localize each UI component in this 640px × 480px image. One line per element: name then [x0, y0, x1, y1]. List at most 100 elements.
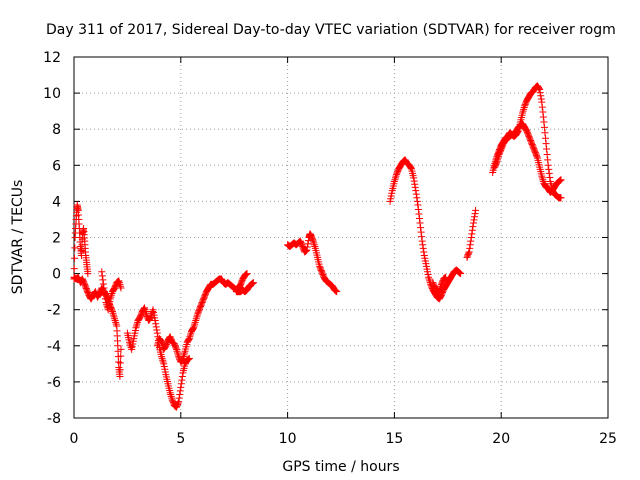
data-point — [468, 230, 476, 238]
data-point — [546, 173, 554, 181]
data-point — [436, 293, 444, 301]
data-point — [168, 394, 176, 402]
data-point — [539, 108, 547, 116]
tick-labels: 0 5 10 15 20 25 -8 -6 -4 -2 0 2 4 6 8 10 12 — [43, 50, 617, 447]
data-point — [468, 226, 476, 234]
data-point — [310, 239, 318, 247]
data-point — [557, 194, 565, 202]
data-point — [540, 118, 548, 126]
data-point — [557, 176, 565, 184]
data-point — [176, 387, 184, 395]
data-point — [493, 158, 501, 166]
data-point — [116, 372, 124, 380]
data-point — [413, 194, 421, 202]
data-point — [469, 219, 477, 227]
data-point — [437, 282, 445, 290]
y-tick-label: -6 — [47, 375, 61, 391]
data-point — [471, 213, 478, 221]
x-axis-label: GPS time / hours — [282, 459, 399, 475]
series-seg7 — [463, 206, 480, 261]
data-point — [191, 320, 199, 328]
data-point — [95, 291, 103, 299]
data-point — [84, 270, 92, 278]
data-point — [535, 85, 543, 93]
y-tick-label: 0 — [52, 267, 61, 283]
data-point — [410, 177, 418, 185]
data-point — [425, 273, 433, 281]
data-point — [111, 315, 119, 323]
data-point — [535, 84, 543, 92]
data-point — [117, 284, 125, 292]
data-point — [492, 159, 500, 167]
series-seg1a — [70, 201, 92, 283]
y-tick-label: -4 — [47, 339, 61, 355]
data-point — [180, 351, 188, 359]
y-tick-label: 4 — [52, 194, 61, 210]
data-point — [311, 243, 319, 251]
x-tick-label: 0 — [70, 431, 79, 447]
data-point — [414, 201, 422, 209]
data-point — [539, 113, 547, 121]
data-point — [412, 187, 420, 195]
y-tick-label: 6 — [52, 158, 61, 174]
data-point — [71, 244, 79, 252]
data-point — [536, 89, 544, 97]
data-point — [540, 123, 548, 131]
data-point — [190, 324, 198, 332]
data-point — [466, 244, 474, 252]
data-point — [465, 249, 473, 257]
data-point — [146, 315, 154, 323]
data-point — [392, 172, 400, 180]
data-point — [98, 272, 106, 280]
series-seg8b — [491, 120, 565, 196]
data-point — [185, 354, 193, 362]
data-point — [116, 282, 124, 290]
data-point — [467, 237, 475, 245]
data-point — [538, 174, 546, 182]
data-point — [418, 233, 426, 241]
data-point — [414, 206, 422, 214]
grid-lines — [74, 57, 608, 418]
data-point — [173, 345, 181, 353]
data-point — [543, 150, 551, 158]
data-point — [115, 277, 123, 285]
data-point — [467, 234, 475, 241]
data-point — [166, 389, 174, 397]
data-points — [70, 82, 565, 411]
data-point — [178, 356, 186, 364]
data-point — [406, 163, 414, 171]
data-point — [158, 354, 166, 362]
data-point — [333, 288, 341, 296]
data-point — [104, 304, 112, 312]
data-point — [542, 140, 550, 148]
data-point — [419, 244, 427, 252]
data-point — [537, 95, 545, 103]
data-point — [415, 210, 423, 218]
data-point — [71, 254, 79, 262]
data-point — [147, 313, 155, 321]
data-point — [541, 129, 549, 137]
data-point — [177, 380, 185, 388]
data-point — [126, 338, 134, 346]
data-point — [465, 248, 473, 256]
x-tick-label: 5 — [176, 431, 185, 447]
data-point — [158, 353, 166, 361]
data-point — [520, 104, 528, 112]
y-tick-label: 12 — [43, 50, 61, 66]
data-point — [174, 351, 182, 359]
data-point — [167, 391, 175, 399]
y-tick-label: 2 — [52, 231, 61, 247]
y-tick-label: -8 — [47, 411, 61, 427]
data-point — [519, 107, 527, 115]
data-point — [410, 174, 418, 182]
data-point — [184, 336, 192, 344]
data-point — [471, 210, 479, 218]
data-point — [533, 153, 541, 161]
data-point — [127, 344, 135, 352]
series-seg2 — [123, 304, 193, 411]
data-point — [538, 103, 546, 111]
data-point — [135, 315, 143, 323]
data-point — [117, 352, 125, 360]
data-point — [176, 391, 184, 399]
data-point — [192, 317, 200, 325]
